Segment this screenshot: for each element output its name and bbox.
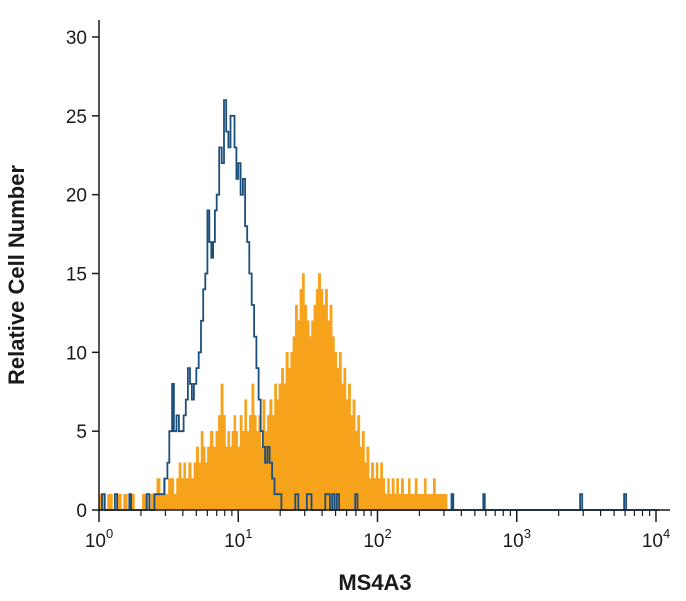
x-tick-label: 101 bbox=[224, 526, 252, 552]
y-axis-title: Relative Cell Number bbox=[4, 165, 29, 386]
y-tick-label: 10 bbox=[66, 343, 87, 364]
axes-layer: 0 5 10 15 20 25 30 100 101 102 103 104 bbox=[66, 20, 670, 552]
series-filled-histogram bbox=[98, 273, 451, 511]
x-tick-label: 102 bbox=[363, 526, 391, 552]
x-tick-label: 100 bbox=[85, 526, 113, 552]
y-tick-label: 30 bbox=[66, 28, 87, 49]
y-tick-label: 5 bbox=[76, 422, 87, 443]
x-tick-label: 104 bbox=[642, 526, 670, 552]
y-tick-label: 15 bbox=[66, 265, 87, 286]
x-axis-title: MS4A3 bbox=[338, 570, 411, 595]
y-tick-label: 25 bbox=[66, 107, 87, 128]
x-tick-label: 103 bbox=[503, 526, 531, 552]
series-layer bbox=[98, 99, 659, 511]
y-tick-label: 0 bbox=[76, 501, 87, 522]
series-outline-histogram bbox=[99, 99, 659, 511]
y-tick-label: 20 bbox=[66, 186, 87, 207]
